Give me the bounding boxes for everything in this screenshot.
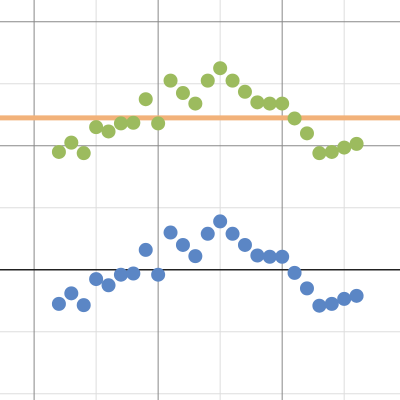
data-point	[126, 115, 141, 130]
data-point	[312, 298, 327, 313]
data-point	[213, 214, 228, 229]
data-point	[225, 226, 240, 241]
data-point	[175, 86, 190, 101]
data-point	[250, 95, 265, 110]
data-point	[324, 144, 339, 159]
series-upper	[51, 61, 364, 161]
data-point	[237, 237, 252, 252]
data-point	[113, 267, 128, 282]
data-point	[64, 286, 79, 301]
data-point	[126, 266, 141, 281]
data-point	[64, 135, 79, 150]
data-point	[225, 73, 240, 88]
data-point	[287, 265, 302, 280]
data-point	[101, 278, 116, 293]
data-point	[76, 146, 91, 161]
data-point	[188, 96, 203, 111]
data-point	[262, 96, 277, 111]
data-point	[275, 249, 290, 264]
data-point	[324, 296, 339, 311]
data-point	[200, 226, 215, 241]
data-point	[349, 288, 364, 303]
data-point	[200, 73, 215, 88]
data-point	[213, 61, 228, 76]
data-point	[337, 140, 352, 155]
data-point	[262, 249, 277, 264]
data-point	[89, 272, 104, 287]
data-point	[163, 225, 178, 240]
data-point	[287, 111, 302, 126]
data-point	[299, 126, 314, 141]
data-point	[151, 116, 166, 131]
data-point	[51, 144, 66, 159]
data-point	[76, 298, 91, 313]
data-point	[349, 136, 364, 151]
data-point	[237, 84, 252, 99]
data-point	[138, 92, 153, 107]
data-point	[175, 237, 190, 252]
data-point	[337, 291, 352, 306]
data-point	[138, 242, 153, 257]
data-point	[163, 73, 178, 88]
data-points	[51, 61, 364, 313]
data-point	[188, 249, 203, 264]
data-point	[250, 248, 265, 263]
data-point	[275, 96, 290, 111]
data-point	[312, 146, 327, 161]
data-point	[89, 120, 104, 135]
series-lower	[51, 214, 364, 313]
data-point	[51, 296, 66, 311]
data-point	[299, 281, 314, 296]
data-point	[101, 124, 116, 139]
data-point	[113, 116, 128, 131]
data-point	[151, 267, 166, 282]
